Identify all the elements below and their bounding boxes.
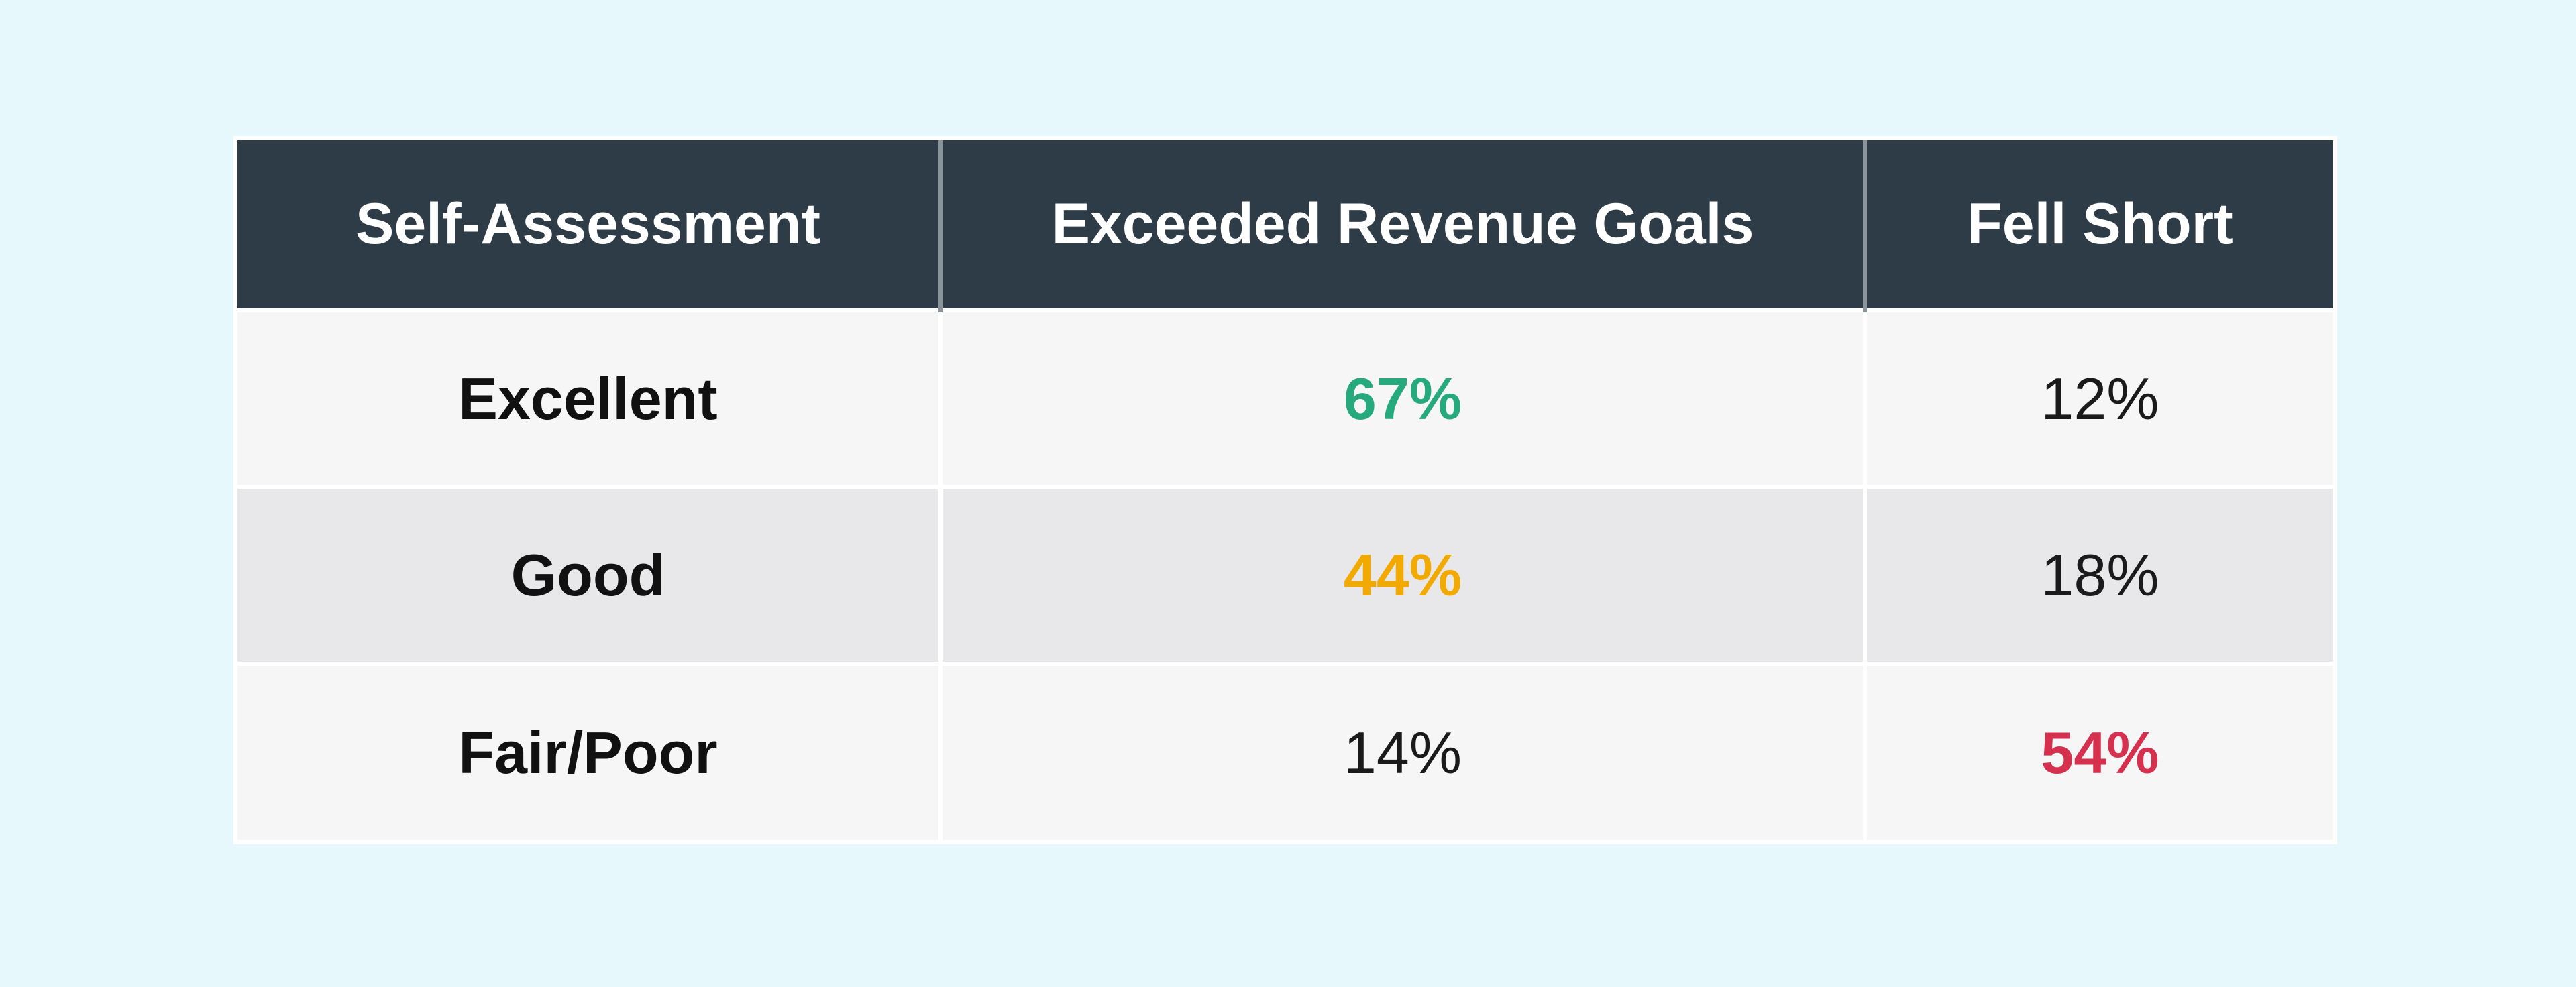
results-table: Self-Assessment Exceeded Revenue Goals F… <box>237 140 2333 840</box>
exceeded-value: 67% <box>941 308 1867 487</box>
row-label: Fair/Poor <box>237 661 943 840</box>
table-row: Good 44% 18% <box>237 485 2333 664</box>
results-table-frame: Self-Assessment Exceeded Revenue Goals F… <box>233 136 2337 844</box>
fell-short-value: 54% <box>1865 661 2333 840</box>
fell-short-value: 12% <box>1865 308 2333 487</box>
table-row: Fair/Poor 14% 54% <box>237 661 2333 840</box>
column-header-self-assessment: Self-Assessment <box>237 140 943 310</box>
table-row: Excellent 67% 12% <box>237 308 2333 487</box>
column-header-fell-short: Fell Short <box>1865 140 2333 310</box>
row-label: Excellent <box>237 308 943 487</box>
row-label: Good <box>237 485 943 664</box>
exceeded-value: 14% <box>941 661 1867 840</box>
table-header-row: Self-Assessment Exceeded Revenue Goals F… <box>237 140 2333 310</box>
exceeded-value: 44% <box>941 485 1867 664</box>
column-header-exceeded-revenue-goals: Exceeded Revenue Goals <box>941 140 1867 310</box>
fell-short-value: 18% <box>1865 485 2333 664</box>
